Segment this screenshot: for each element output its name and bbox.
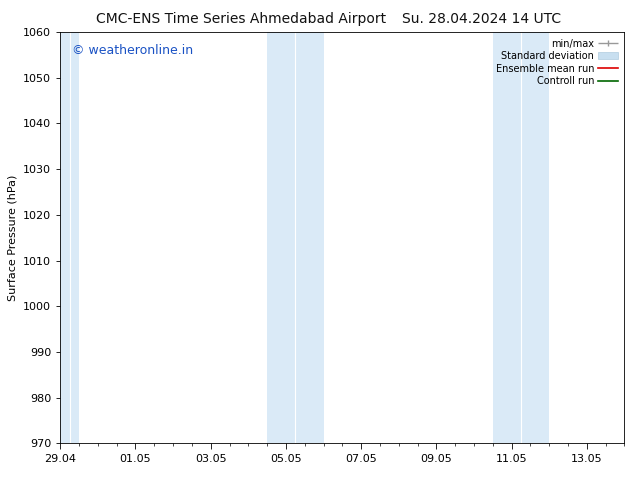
Text: © weatheronline.in: © weatheronline.in (72, 44, 193, 57)
Bar (60, 32, 79, 443)
Text: Su. 28.04.2024 14 UTC: Su. 28.04.2024 14 UTC (403, 12, 561, 26)
Legend: min/max, Standard deviation, Ensemble mean run, Controll run: min/max, Standard deviation, Ensemble me… (494, 37, 619, 88)
Y-axis label: Surface Pressure (hPa): Surface Pressure (hPa) (8, 174, 18, 301)
Bar (267, 32, 323, 443)
Text: CMC-ENS Time Series Ahmedabad Airport: CMC-ENS Time Series Ahmedabad Airport (96, 12, 386, 26)
Bar (493, 32, 549, 443)
